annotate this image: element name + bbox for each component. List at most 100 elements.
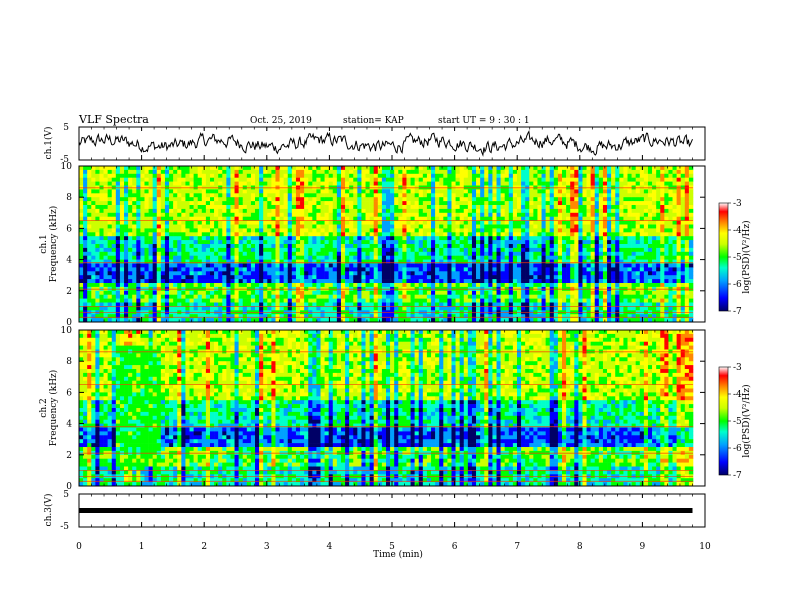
spectrogram-cell bbox=[504, 201, 510, 206]
spectrogram-cell bbox=[480, 189, 485, 194]
spectrogram-cell bbox=[103, 205, 108, 210]
spectrogram-cell bbox=[345, 232, 350, 237]
spectrogram-cell bbox=[566, 290, 571, 295]
spectrogram-cell bbox=[533, 177, 538, 182]
spectrogram-cell bbox=[308, 232, 313, 237]
spectrogram-cell bbox=[312, 244, 317, 249]
spectrogram-cell bbox=[95, 166, 100, 171]
spectrogram-cell bbox=[279, 193, 284, 198]
spectrogram-cell bbox=[209, 259, 215, 264]
spectrogram-cell bbox=[443, 275, 448, 280]
spectrogram-cell bbox=[218, 263, 223, 268]
spectrogram-cell bbox=[87, 263, 92, 268]
spectrogram-cell bbox=[132, 283, 137, 288]
spectrogram-cell bbox=[328, 193, 334, 198]
spectrogram-cell bbox=[422, 173, 428, 178]
spectrogram-cell bbox=[340, 177, 346, 182]
spectrogram-cell bbox=[295, 290, 301, 295]
spectrogram-cell bbox=[410, 189, 415, 194]
spectrogram-cell bbox=[516, 247, 522, 253]
spectrogram-cell bbox=[324, 306, 329, 311]
spectrogram-cell bbox=[386, 318, 391, 323]
spectrogram-cell bbox=[353, 244, 358, 249]
spectrogram-cell bbox=[426, 177, 432, 182]
spectrogram-cell bbox=[570, 236, 575, 241]
spectrogram-cell bbox=[263, 224, 268, 229]
spectrogram-cell bbox=[410, 302, 415, 307]
spectrogram-cell bbox=[255, 173, 260, 178]
spectrogram-cell bbox=[226, 251, 231, 256]
spectrogram-cell bbox=[537, 314, 542, 319]
spectrogram-cell bbox=[562, 318, 567, 323]
spectrogram-cell bbox=[91, 169, 96, 175]
spectrogram-cell bbox=[422, 255, 428, 260]
spectrogram-cell bbox=[267, 294, 272, 299]
spectrogram-cell bbox=[398, 236, 403, 241]
spectrogram-cell bbox=[291, 294, 297, 299]
spectrogram-cell bbox=[426, 275, 432, 280]
spectrogram-cell bbox=[140, 267, 145, 272]
spectrogram-cell bbox=[439, 298, 444, 303]
spectrogram-cell bbox=[169, 294, 174, 299]
spectrogram-cell bbox=[521, 189, 526, 194]
spectrogram-cell bbox=[525, 283, 530, 288]
spectrogram-cell bbox=[308, 212, 313, 217]
spectrogram-cell bbox=[471, 201, 477, 206]
spectrogram-cell bbox=[574, 236, 579, 241]
spectrogram-cell bbox=[332, 263, 338, 268]
spectrogram-cell bbox=[328, 298, 334, 303]
spectrogram-cell bbox=[246, 166, 252, 171]
spectrogram-cell bbox=[173, 232, 178, 237]
spectrogram-cell bbox=[209, 263, 215, 268]
spectrogram-cell bbox=[259, 212, 264, 217]
spectrogram-cell bbox=[431, 224, 436, 229]
spectrogram-cell bbox=[99, 189, 104, 194]
spectrogram-cell bbox=[242, 302, 248, 307]
spectrogram-cell bbox=[205, 193, 211, 198]
spectrogram-cell bbox=[263, 177, 268, 182]
spectrogram-cell bbox=[181, 205, 186, 210]
spectrogram-cell bbox=[291, 193, 297, 198]
spectrogram-cell bbox=[349, 205, 354, 210]
spectrogram-cell bbox=[361, 181, 366, 186]
spectrogram-cell bbox=[312, 216, 317, 221]
spectrogram-cell bbox=[435, 283, 440, 288]
spectrogram-cell bbox=[369, 290, 375, 295]
spectrogram-cell bbox=[398, 208, 403, 214]
spectrogram-cell bbox=[156, 228, 162, 233]
spectrogram-cell bbox=[230, 205, 235, 210]
spectrogram-cell bbox=[107, 173, 113, 178]
spectrogram-cell bbox=[386, 212, 391, 217]
spectrogram-cell bbox=[467, 205, 473, 210]
spectrogram-cell bbox=[402, 173, 407, 178]
spectrogram-cell bbox=[148, 193, 153, 198]
spectrogram-cell bbox=[353, 212, 358, 217]
spectrogram-cell bbox=[193, 290, 198, 295]
spectrogram-cell bbox=[295, 201, 301, 206]
spectrogram-cell bbox=[570, 166, 575, 171]
spectrogram-cell bbox=[516, 240, 522, 245]
spectrogram-cell bbox=[197, 306, 203, 311]
spectrogram-cell bbox=[455, 201, 460, 206]
spectrogram-cell bbox=[553, 247, 559, 253]
spectrogram-cell bbox=[87, 255, 92, 260]
spectrogram-cell bbox=[381, 166, 387, 171]
spectrogram-cell bbox=[422, 267, 428, 272]
spectrogram-cell bbox=[381, 216, 387, 221]
spectrogram-cell bbox=[361, 267, 366, 272]
spectrogram-cell bbox=[353, 247, 358, 253]
spectrogram-cell bbox=[152, 283, 158, 288]
spectrogram-cell bbox=[390, 314, 395, 319]
spectrogram-cell bbox=[357, 236, 362, 241]
spectrogram-cell bbox=[263, 201, 268, 206]
spectrogram-cell bbox=[246, 314, 252, 319]
spectrogram-cell bbox=[476, 193, 481, 198]
spectrogram-cell bbox=[369, 232, 375, 237]
spectrogram-cell bbox=[189, 263, 194, 268]
spectrogram-cell bbox=[87, 290, 92, 295]
spectrogram-cell bbox=[209, 302, 215, 307]
spectrogram-cell bbox=[234, 166, 239, 171]
spectrogram-cell bbox=[214, 236, 219, 241]
spectrogram-cell bbox=[226, 224, 231, 229]
spectrogram-cell bbox=[410, 279, 415, 284]
